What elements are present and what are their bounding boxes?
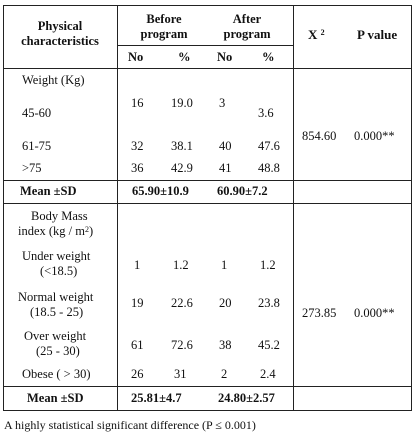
weight-row-after-no: 41 [219, 161, 232, 175]
col-divider-2 [293, 5, 294, 410]
bmi-row-before-no: 61 [131, 338, 144, 352]
col-divider-1 [117, 5, 118, 410]
bmi-row-label: Obese ( > 30) [22, 367, 91, 381]
weight-row-before-no: 16 [131, 96, 144, 110]
bmi-mean-top-border [3, 386, 412, 387]
weight-row-label: 45-60 [22, 106, 52, 120]
footnote: A highly statistical significant differe… [4, 418, 256, 432]
bmi-row-after-pct: 2.4 [260, 367, 276, 381]
header-after-line2: program [223, 27, 271, 41]
weight-row-before-pct: 42.9 [171, 161, 193, 175]
weight-mean-before: 65.90±10.9 [132, 184, 189, 198]
bmi-row-label-line2: (18.5 - 25) [30, 305, 84, 319]
bmi-row-after-no: 20 [219, 296, 232, 310]
bmi-row-before-no: 1 [134, 258, 141, 272]
bmi-pvalue: 0.000** [354, 306, 395, 320]
bmi-row-before-no: 19 [131, 296, 144, 310]
weight-mean-bottom-border [3, 203, 412, 204]
weight-row-after-pct: 48.8 [258, 161, 280, 175]
weight-mean-top-border [3, 180, 412, 181]
weight-pvalue: 0.000** [354, 129, 395, 143]
bmi-row-label-line2: (<18.5) [40, 264, 78, 278]
table-right-border [411, 5, 412, 410]
bmi-row-label-line2: (25 - 30) [36, 344, 80, 358]
bmi-section-label: Body Mass [31, 209, 88, 223]
header-pvalue: P value [357, 27, 398, 42]
weight-mean-after: 60.90±7.2 [217, 184, 268, 198]
table-top-border [3, 5, 412, 6]
header-bottom-border [3, 68, 412, 69]
bmi-row-before-pct: 1.2 [173, 258, 189, 272]
bmi-row-after-pct: 45.2 [258, 338, 280, 352]
bmi-row-after-pct: 1.2 [260, 258, 276, 272]
bmi-row-before-pct: 22.6 [171, 296, 193, 310]
weight-chi-square: 854.60 [302, 129, 337, 143]
bmi-section-label-line2: index (kg / m2) [18, 224, 94, 238]
header-subdivider [117, 45, 293, 46]
bmi-mean-before: 25.81±4.7 [131, 391, 182, 405]
header-before-no: No [128, 50, 144, 64]
weight-row-after-no: 40 [219, 139, 232, 153]
bmi-mean-after: 24.80±2.57 [218, 391, 275, 405]
bmi-row-label: Over weight [24, 329, 87, 343]
weight-row-before-no: 32 [131, 139, 144, 153]
bmi-row-before-no: 26 [131, 367, 144, 381]
bmi-row-label: Normal weight [18, 290, 94, 304]
bmi-row-before-pct: 72.6 [171, 338, 193, 352]
header-after: After [232, 12, 262, 26]
weight-row-after-no: 3 [219, 96, 226, 110]
header-chi-square: X 2 [308, 27, 325, 42]
header-before-line2: program [140, 27, 188, 41]
bmi-row-before-pct: 31 [174, 367, 187, 381]
weight-row-before-no: 36 [131, 161, 144, 175]
weight-row-after-pct: 3.6 [258, 106, 274, 120]
header-before: Before [146, 12, 182, 26]
bmi-row-after-no: 1 [221, 258, 228, 272]
weight-row-label: 61-75 [22, 139, 52, 153]
bmi-mean-label: Mean ±SD [27, 391, 84, 405]
weight-row-before-pct: 19.0 [171, 96, 193, 110]
bmi-row-after-no: 2 [221, 367, 228, 381]
bmi-row-label: Under weight [22, 249, 91, 263]
bmi-row-after-pct: 23.8 [258, 296, 280, 310]
header-after-no: No [217, 50, 233, 64]
table-left-border [3, 5, 4, 410]
header-before-pct: % [178, 50, 191, 64]
weight-section-label: Weight (Kg) [22, 73, 85, 87]
weight-mean-label: Mean ±SD [20, 184, 77, 198]
weight-row-before-pct: 38.1 [171, 139, 193, 153]
bmi-chi-square: 273.85 [302, 306, 337, 320]
header-physical: characteristics [21, 34, 99, 48]
weight-row-label: >75 [22, 161, 42, 175]
weight-row-after-pct: 47.6 [258, 139, 280, 153]
bmi-row-after-no: 38 [219, 338, 232, 352]
header-after-pct: % [262, 50, 275, 64]
table-bottom-border [3, 410, 412, 411]
header-physical-line1: Physical [37, 19, 83, 33]
